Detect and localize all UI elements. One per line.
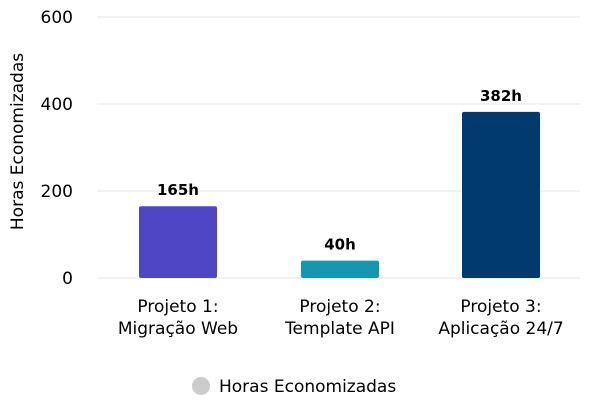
legend: Horas Economizadas [192,377,396,397]
bar [462,111,540,278]
x-tick-label-line: Projeto 2: [299,297,380,317]
x-tick-label-line: Projeto 1: [137,297,218,317]
y-axis-ticks: 0 200 400 600 [41,8,73,289]
data-label: 382h [480,87,522,105]
x-tick-label: Projeto 2: Template API [284,297,395,339]
x-tick-label: Projeto 1: Migração Web [118,297,238,339]
x-tick-label-line: Template API [284,319,395,339]
bars [139,111,540,278]
y-axis-title: Horas Economizadas [8,53,28,230]
y-tick-label: 400 [41,95,73,115]
legend-marker [192,377,210,395]
data-labels: 165h 40h 382h [157,87,522,254]
bar [301,260,379,278]
bar [139,206,217,278]
x-tick-label-line: Aplicação 24/7 [438,319,563,339]
data-label: 165h [157,181,199,199]
y-tick-label: 200 [41,182,73,202]
x-tick-label: Projeto 3: Aplicação 24/7 [438,297,563,339]
y-tick-label: 600 [41,8,73,28]
x-tick-label-line: Projeto 3: [460,297,541,317]
data-label: 40h [324,236,356,254]
x-tick-label-line: Migração Web [118,319,238,339]
y-tick-label: 0 [62,269,73,289]
legend-label: Horas Economizadas [219,377,396,397]
x-axis-category-labels: Projeto 1: Migração Web Projeto 2: Template… [118,297,564,339]
